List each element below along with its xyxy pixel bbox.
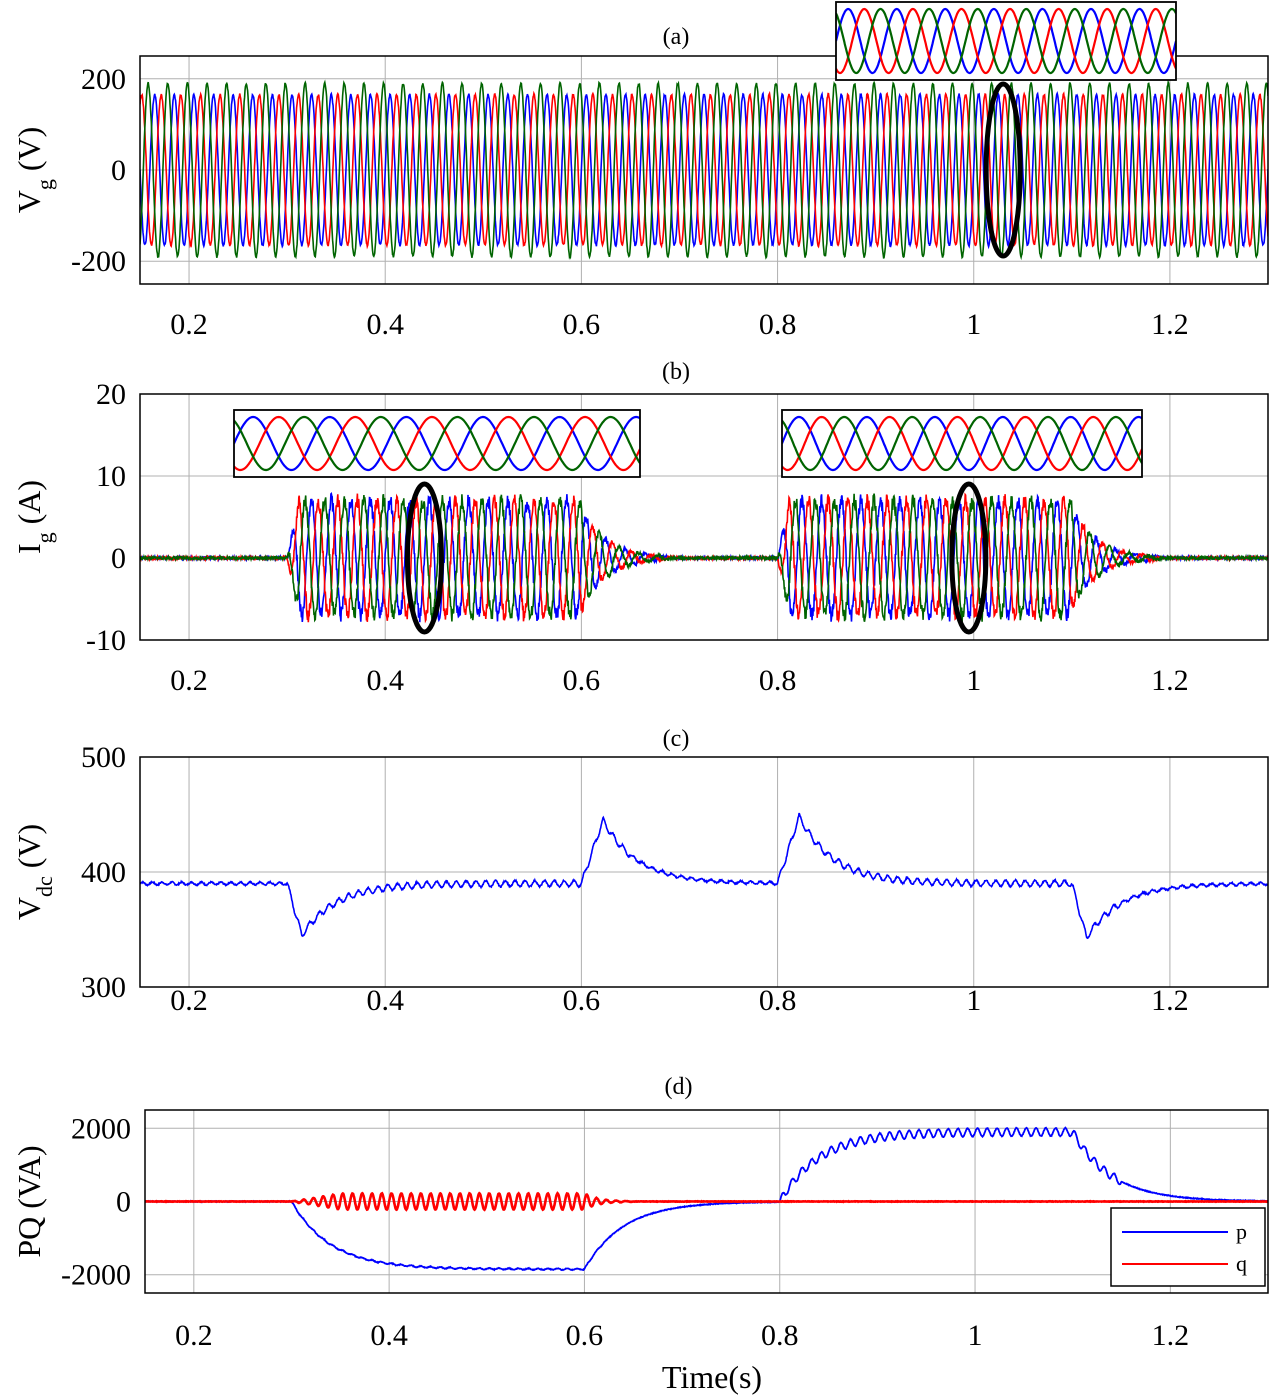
x-tick-label: 0.6	[563, 664, 601, 697]
inset-lines	[782, 415, 1142, 472]
plot-lines	[145, 1126, 1268, 1272]
axes-frame	[139, 55, 1269, 285]
y-tick-label: 0	[111, 542, 126, 575]
y-label-subscript: g	[32, 532, 57, 543]
x-tick-label: 1.2	[1151, 308, 1189, 341]
x-tick-label: 0.6	[563, 984, 601, 1017]
inset-series-2	[782, 415, 1142, 472]
y-tick-label: 300	[81, 971, 126, 1004]
plot-lines	[140, 491, 1268, 624]
y-tick-label: -200	[71, 245, 126, 278]
inset-lines	[836, 7, 1176, 75]
x-tick-label: 0.8	[759, 984, 797, 1017]
x-tick-label: 0.8	[759, 308, 797, 341]
x-tick-label: 0.4	[366, 308, 404, 341]
x-tick-label: 1	[966, 308, 981, 341]
y-axis-label: Ig (A)	[11, 480, 57, 554]
p-series	[145, 1126, 1268, 1272]
x-tick-label: 0.2	[170, 664, 208, 697]
legend-label-q: q	[1236, 1251, 1247, 1276]
panel-title: (b)	[662, 359, 690, 385]
y-tick-label: -2000	[61, 1259, 131, 1292]
inset-frame	[835, 1, 1177, 81]
y-tick-label: 200	[81, 63, 126, 96]
y-axis-label: PQ (VA)	[11, 1145, 47, 1257]
y-label-main: PQ (VA)	[11, 1145, 47, 1257]
zoom-inset	[835, 1, 1177, 81]
y-label-subscript: dc	[32, 876, 57, 897]
y-label-subscript: g	[32, 179, 57, 190]
y-tick-label: 500	[81, 741, 126, 774]
x-tick-label: 0.4	[366, 664, 404, 697]
panel-title: (a)	[663, 24, 690, 50]
zoom-inset	[233, 409, 641, 478]
y-label-unit: (V)	[11, 824, 47, 876]
inset-lines	[234, 415, 640, 472]
inset-series-1	[836, 7, 1176, 75]
x-tick-label: 0.4	[366, 984, 404, 1017]
y-label-main: I	[11, 543, 47, 554]
y-tick-label: 2000	[71, 1112, 131, 1145]
y-tick-label: 0	[116, 1186, 131, 1219]
panel-d: 0.2 0.4 0.6 0.8 1 1.2 -2000 0 2000 (d) PQ (VA) pq	[11, 1074, 1269, 1352]
x-tick-label: 1.2	[1151, 984, 1189, 1017]
inset-frame	[233, 409, 641, 478]
y-axis-label: Vg (V)	[11, 127, 57, 214]
legend-label-p: p	[1236, 1219, 1247, 1244]
x-tick-label: 0.2	[170, 984, 208, 1017]
vdc-series	[140, 812, 1268, 940]
axes-frame	[139, 393, 1269, 641]
y-tick-label: 20	[96, 378, 126, 411]
inset-series-2	[836, 7, 1176, 75]
y-axis-label: Vdc (V)	[11, 824, 57, 920]
panel-a: 0.2 0.4 0.6 0.8 1 1.2 -200 0 200 (a) Vg (V)	[11, 1, 1269, 341]
panel-title: (c)	[663, 726, 690, 752]
y-tick-label: 400	[81, 856, 126, 889]
current-series-2	[140, 493, 1268, 623]
y-label-unit: (A)	[11, 480, 47, 532]
inset-series-2	[234, 415, 640, 472]
x-tick-label: 0.6	[563, 308, 601, 341]
y-tick-label: 10	[96, 460, 126, 493]
axes-frame	[139, 756, 1269, 988]
x-tick-label: 1	[966, 664, 981, 697]
inset-series-1	[234, 415, 640, 472]
x-tick-label: 0.4	[370, 1319, 408, 1352]
y-tick-label: -10	[86, 624, 126, 657]
x-tick-label: 1	[966, 984, 981, 1017]
legend-box	[1110, 1207, 1266, 1287]
axes-frame	[144, 1109, 1269, 1294]
y-label-main: V	[11, 190, 47, 213]
x-tick-label: 1	[968, 1319, 983, 1352]
panel-b: 0.2 0.4 0.6 0.8 1 1.2 -10 0 10 20 (b) Ig (A)	[11, 359, 1269, 697]
plot-lines	[140, 812, 1268, 940]
inset-series-0	[836, 7, 1176, 75]
inset-frame	[781, 409, 1143, 478]
plot-lines	[140, 79, 1268, 261]
y-label-main: V	[11, 897, 47, 920]
x-tick-label: 0.2	[170, 308, 208, 341]
y-label-unit: (V)	[11, 127, 47, 179]
inset-series-1	[782, 415, 1142, 472]
legend: pq	[1110, 1207, 1266, 1287]
zoom-inset	[781, 409, 1143, 478]
q-series	[145, 1191, 1268, 1212]
x-tick-label: 0.8	[759, 664, 797, 697]
panel-title: (d)	[665, 1074, 693, 1100]
panel-c: 0.2 0.4 0.6 0.8 1 1.2 300 400 500 (c) Vdc (V)	[11, 726, 1269, 1017]
zoom-marker-ellipse	[949, 481, 989, 635]
voltage-series-2	[140, 79, 1268, 261]
y-tick-label: 0	[111, 154, 126, 187]
x-tick-label: 0.8	[761, 1319, 799, 1352]
zoom-marker-ellipse	[983, 81, 1023, 259]
zoom-marker-ellipse	[404, 481, 444, 635]
x-tick-label: 0.2	[175, 1319, 213, 1352]
x-axis-label: Time(s)	[662, 1359, 762, 1395]
x-tick-label: 0.6	[566, 1319, 604, 1352]
x-tick-label: 1.2	[1151, 664, 1189, 697]
x-tick-label: 1.2	[1152, 1319, 1190, 1352]
